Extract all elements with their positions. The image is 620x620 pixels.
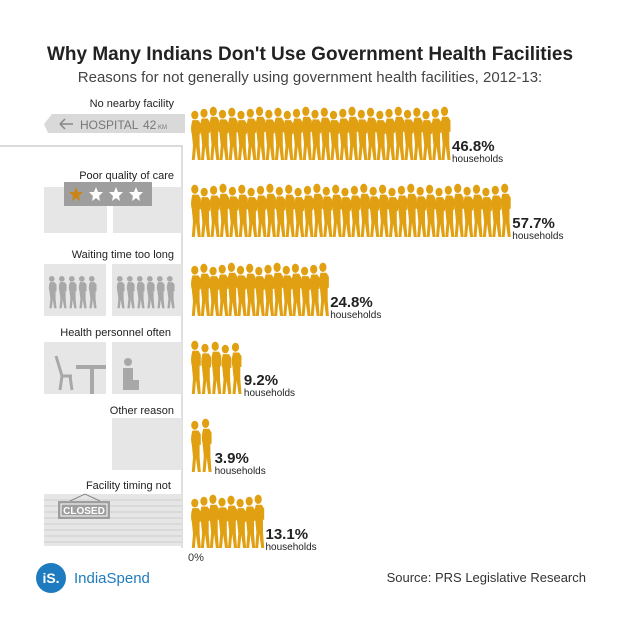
axis-zero-label: 0%	[188, 552, 204, 564]
logo-badge-icon: iS.	[36, 563, 66, 593]
hospital-sign-icon: HOSPITAL 42 KM	[44, 114, 185, 133]
chart-title: Why Many Indians Don't Use Government He…	[46, 44, 574, 65]
value-label-0: 46.8%	[452, 138, 495, 155]
value-label-3: 9.2%	[244, 372, 278, 389]
category-label-poor-quality: Poor quality of care	[79, 170, 174, 182]
hospital-sign-text: HOSPITAL	[80, 118, 139, 132]
value-unit-label-1: households	[512, 231, 563, 242]
pictograph-bars: 46.8%households57.7%households24.8%house…	[191, 106, 563, 553]
value-label-1: 57.7%	[512, 215, 555, 232]
hospital-sign-unit: KM	[158, 125, 167, 131]
category-label-other: Other reason	[110, 405, 174, 417]
pictograph-bar-0	[191, 106, 451, 161]
value-unit-label-3: households	[244, 388, 295, 399]
category-label-waiting-time: Waiting time too long	[72, 249, 174, 261]
value-unit-label-0: households	[452, 154, 503, 165]
empty-desk-icon	[44, 342, 182, 394]
pictograph-bar-3	[191, 340, 242, 395]
other-reason-box	[112, 418, 182, 470]
logo-text: IndiaSpend	[74, 569, 150, 587]
value-unit-label-5: households	[266, 542, 317, 553]
waiting-queue-icon	[44, 264, 182, 316]
value-label-5: 13.1%	[266, 526, 309, 543]
value-unit-label-4: households	[215, 466, 266, 477]
pictograph-bar-2	[191, 262, 329, 317]
star-rating-icon	[44, 182, 182, 233]
brand-logo[interactable]: iS. IndiaSpend	[36, 563, 150, 593]
value-label-4: 3.9%	[215, 450, 249, 467]
chart-subtitle: Reasons for not generally using governme…	[77, 69, 543, 86]
value-unit-label-2: households	[330, 310, 381, 321]
closed-sign-text: CLOSED	[63, 506, 105, 517]
pictograph-bar-1	[191, 183, 511, 238]
value-label-2: 24.8%	[330, 294, 373, 311]
pictograph-bar-4	[191, 418, 212, 473]
closed-shutter-icon: CLOSED	[44, 493, 182, 546]
source-note: Source: PRS Legislative Research	[386, 570, 586, 585]
hospital-sign-distance: 42	[143, 118, 157, 132]
category-label-no-facility: No nearby facility	[90, 98, 175, 110]
frame-line	[0, 145, 183, 548]
pictograph-bar-5	[191, 494, 265, 549]
